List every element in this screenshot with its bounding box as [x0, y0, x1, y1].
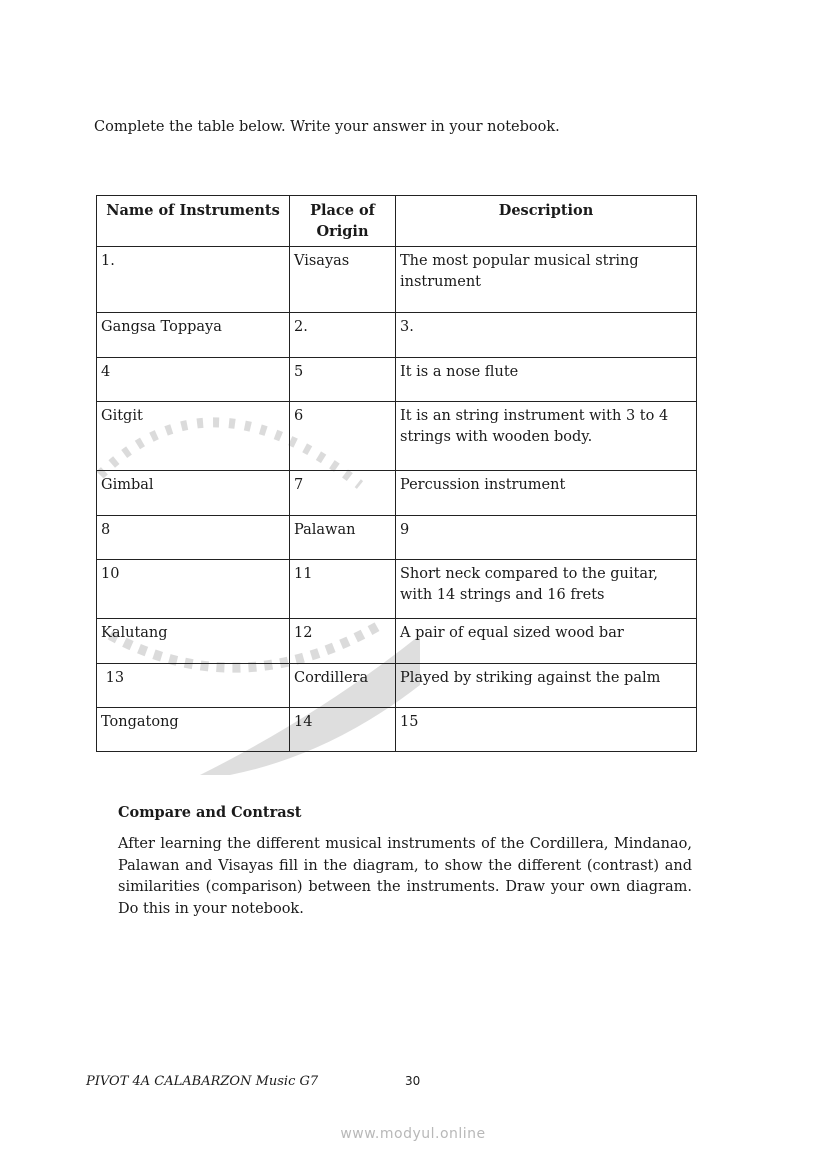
cell-description: A pair of equal sized wood bar	[395, 618, 697, 664]
cell-name: Tongatong	[96, 707, 290, 752]
cell-description: It is a nose flute	[395, 357, 697, 402]
table-row: 10 11 Short neck compared to the guitar, w…	[96, 559, 697, 619]
cell-description: Played by striking against the palm	[395, 663, 697, 708]
cell-origin: 12	[289, 618, 396, 664]
cell-description: Percussion instrument	[395, 470, 697, 516]
footer-title: PIVOT 4A CALABARZON Music G7	[86, 1074, 319, 1089]
table-row: Kalutang 12 A pair of equal sized wood bar	[96, 618, 697, 664]
cell-origin: 7	[289, 470, 396, 516]
table-row: Gitgit 6 It is an string instrument with 3…	[96, 401, 697, 471]
cell-name: 8	[96, 515, 290, 560]
table-row: 1. Visayas The most popular musical string…	[96, 246, 697, 313]
cell-name: Gimbal	[96, 470, 290, 516]
cell-origin: 14	[289, 707, 396, 752]
section-title: Compare and Contrast	[118, 804, 302, 821]
cell-description: It is an string instrument with 3 to 4 s…	[395, 401, 697, 471]
cell-name: Gitgit	[96, 401, 290, 471]
cell-description: Short neck compared to the guitar, with …	[395, 559, 697, 619]
header-description: Description	[395, 195, 697, 247]
cell-origin: 6	[289, 401, 396, 471]
cell-description: 15	[395, 707, 697, 752]
cell-description: 9	[395, 515, 697, 560]
cell-name: 13	[96, 663, 290, 708]
cell-origin: Palawan	[289, 515, 396, 560]
cell-name: 1.	[96, 246, 290, 313]
table-row: Gimbal 7 Percussion instrument	[96, 470, 697, 516]
cell-origin: 5	[289, 357, 396, 402]
table-row: 8 Palawan 9	[96, 515, 697, 560]
cell-origin: 11	[289, 559, 396, 619]
cell-origin: Visayas	[289, 246, 396, 313]
header-name: Name of Instruments	[96, 195, 290, 247]
table-row: 4 5 It is a nose flute	[96, 357, 697, 402]
instruction-text: Complete the table below. Write your ans…	[94, 119, 560, 135]
table-row: 13 Cordillera Played by striking against t…	[96, 663, 697, 708]
page-number: 30	[405, 1074, 421, 1088]
table-row: Tongatong 14 15	[96, 707, 697, 752]
table-row: Gangsa Toppaya 2. 3.	[96, 312, 697, 358]
header-origin: Place of Origin	[289, 195, 396, 247]
cell-origin: Cordillera	[289, 663, 396, 708]
cell-description: The most popular musical string instrume…	[395, 246, 697, 313]
instruments-table: Name of Instruments Place of Origin Desc…	[96, 195, 697, 752]
cell-name: 4	[96, 357, 290, 402]
table-header-row: Name of Instruments Place of Origin Desc…	[96, 195, 697, 247]
cell-name: Kalutang	[96, 618, 290, 664]
cell-description: 3.	[395, 312, 697, 358]
watermark-url: www.modyul.online	[340, 1126, 486, 1142]
section-body: After learning the different musical ins…	[118, 836, 692, 917]
cell-name: Gangsa Toppaya	[96, 312, 290, 358]
cell-name: 10	[96, 559, 290, 619]
cell-origin: 2.	[289, 312, 396, 358]
